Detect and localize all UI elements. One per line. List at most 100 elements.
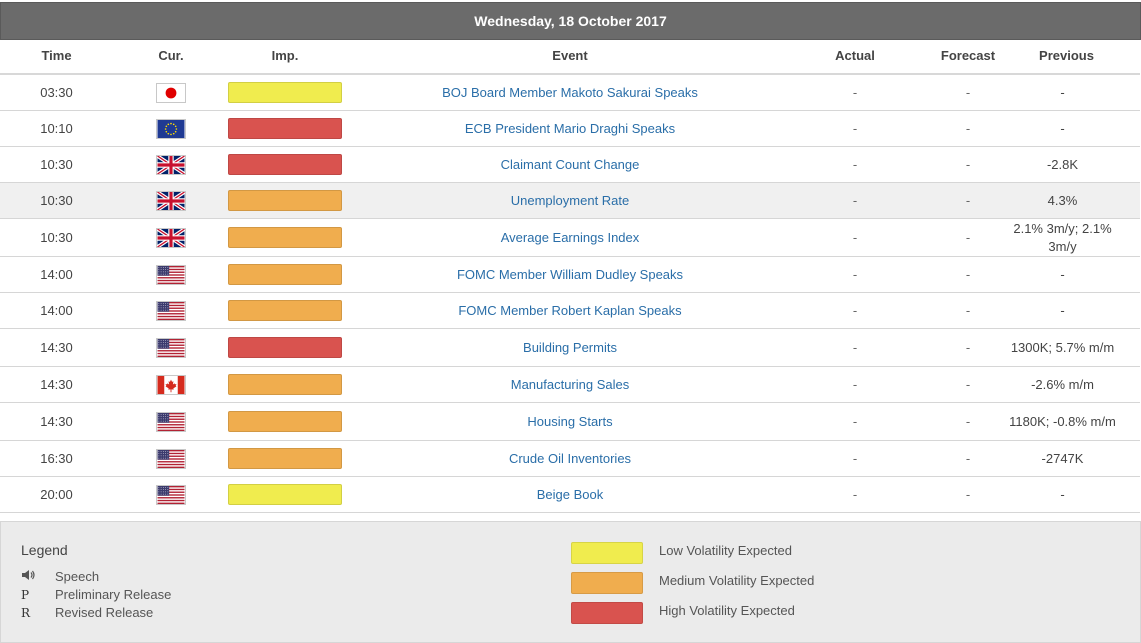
currency-flag-us-icon [128, 477, 214, 512]
table-row: 16:30 Crude Oil Inventories - - -2747K [0, 441, 1140, 477]
event-time: 20:00 [40, 487, 73, 502]
table-row: 14:00 FOMC Member William Dudley Speaks - -… [0, 257, 1140, 293]
legend-panel: Legend Speech P Preliminary Release R Re… [0, 521, 1141, 643]
forecast-value: - [965, 414, 971, 429]
event-link[interactable]: Beige Book [536, 487, 604, 502]
forecast-value: - [965, 193, 971, 208]
event-time: 14:00 [40, 303, 73, 318]
event-time: 03:30 [40, 85, 73, 100]
actual-value: - [852, 230, 858, 245]
importance-high-bar [228, 147, 342, 182]
actual-value: - [852, 340, 858, 355]
forecast-value: - [965, 303, 971, 318]
actual-value: - [852, 451, 858, 466]
event-time: 10:30 [40, 193, 73, 208]
legend-title: Legend [21, 542, 68, 558]
event-link[interactable]: ECB President Mario Draghi Speaks [464, 121, 676, 136]
previous-value: 2.1% 3m/y; 2.1% 3m/y [1013, 220, 1112, 254]
table-row: 10:30 Claimant Count Change - - -2.8K [0, 147, 1140, 183]
currency-flag-gb-icon [128, 219, 214, 256]
forecast-value: - [965, 267, 971, 282]
actual-value: - [852, 303, 858, 318]
importance-medium-bar [228, 293, 342, 328]
event-time: 10:10 [40, 121, 73, 136]
previous-value: -2747K [1041, 450, 1084, 466]
actual-value: - [852, 85, 858, 100]
previous-value: -2.8K [1046, 156, 1079, 172]
table-row: 03:30 BOJ Board Member Makoto Sakurai Spe… [0, 75, 1140, 111]
previous-value: - [1060, 486, 1065, 502]
revised-symbol: R [21, 606, 31, 620]
events-table: 03:30 BOJ Board Member Makoto Sakurai Spe… [0, 75, 1140, 513]
event-link[interactable]: Manufacturing Sales [510, 377, 630, 392]
importance-medium-bar [228, 183, 342, 218]
event-link[interactable]: Claimant Count Change [500, 157, 640, 172]
col-time: Time [41, 48, 72, 63]
event-link[interactable]: Unemployment Rate [510, 193, 630, 208]
forecast-value: - [965, 85, 971, 100]
legend-item-speech: Speech [21, 569, 99, 584]
col-actual: Actual [835, 48, 875, 63]
legend-item-revised: R Revised Release [21, 605, 154, 620]
actual-value: - [852, 414, 858, 429]
previous-value: 1180K; -0.8% m/m [1009, 413, 1116, 429]
previous-value: -2.6% m/m [1031, 376, 1094, 392]
table-row: 10:10 ECB President Mario Draghi Speaks - -… [0, 111, 1140, 147]
event-link[interactable]: Building Permits [523, 340, 617, 355]
actual-value: - [852, 377, 858, 392]
forecast-value: - [965, 377, 971, 392]
previous-value: - [1060, 84, 1065, 100]
importance-high-bar [228, 111, 342, 146]
event-time: 14:30 [40, 414, 73, 429]
table-row: 14:30 Building Permits - - 1300K; 5.7% m/m [0, 329, 1140, 367]
importance-low-bar [228, 477, 342, 512]
currency-flag-gb-icon [128, 147, 214, 182]
col-importance: Imp. [271, 48, 299, 63]
currency-flag-ca-icon [128, 367, 214, 402]
currency-flag-us-icon [128, 441, 214, 476]
forecast-value: - [965, 487, 971, 502]
table-row: 14:00 FOMC Member Robert Kaplan Speaks - - - [0, 293, 1140, 329]
currency-flag-us-icon [128, 329, 214, 366]
currency-flag-jp-icon [128, 75, 214, 110]
col-forecast: Forecast [940, 48, 996, 63]
high-volatility-swatch [571, 602, 643, 624]
forecast-value: - [965, 230, 971, 245]
event-time: 14:30 [40, 340, 73, 355]
col-currency: Cur. [158, 48, 184, 63]
event-link[interactable]: BOJ Board Member Makoto Sakurai Speaks [442, 85, 698, 100]
previous-value: 1300K; 5.7% m/m [1010, 339, 1115, 355]
table-header: Time Cur. Imp. Event Actual Forecast Pre… [0, 39, 1140, 75]
col-previous: Previous [1039, 48, 1094, 63]
preliminary-symbol: P [21, 588, 30, 602]
legend-item-preliminary: P Preliminary Release [21, 587, 172, 602]
table-row: 14:30 Manufacturing Sales - - -2.6% m/m [0, 367, 1140, 403]
speaker-icon [21, 569, 41, 584]
previous-value: - [1060, 120, 1065, 136]
event-time: 14:00 [40, 267, 73, 282]
actual-value: - [852, 193, 858, 208]
currency-flag-us-icon [128, 257, 214, 292]
event-link[interactable]: Housing Starts [527, 414, 613, 429]
event-link[interactable]: FOMC Member Robert Kaplan Speaks [458, 303, 682, 318]
currency-flag-eu-icon [128, 111, 214, 146]
event-link[interactable]: Average Earnings Index [500, 230, 640, 245]
event-time: 10:30 [40, 230, 73, 245]
event-time: 14:30 [40, 377, 73, 392]
event-link[interactable]: FOMC Member William Dudley Speaks [456, 267, 684, 282]
previous-value: - [1060, 302, 1065, 318]
actual-value: - [852, 267, 858, 282]
currency-flag-us-icon [128, 403, 214, 440]
medium-volatility-swatch [571, 572, 643, 594]
forecast-value: - [965, 121, 971, 136]
event-time: 16:30 [40, 451, 73, 466]
date-header: Wednesday, 18 October 2017 [0, 2, 1141, 40]
previous-value: 4.3% [1047, 192, 1078, 208]
importance-medium-bar [228, 219, 342, 256]
currency-flag-us-icon [128, 293, 214, 328]
forecast-value: - [965, 340, 971, 355]
event-link[interactable]: Crude Oil Inventories [508, 451, 632, 466]
actual-value: - [852, 157, 858, 172]
table-row: 20:00 Beige Book - - - [0, 477, 1140, 513]
